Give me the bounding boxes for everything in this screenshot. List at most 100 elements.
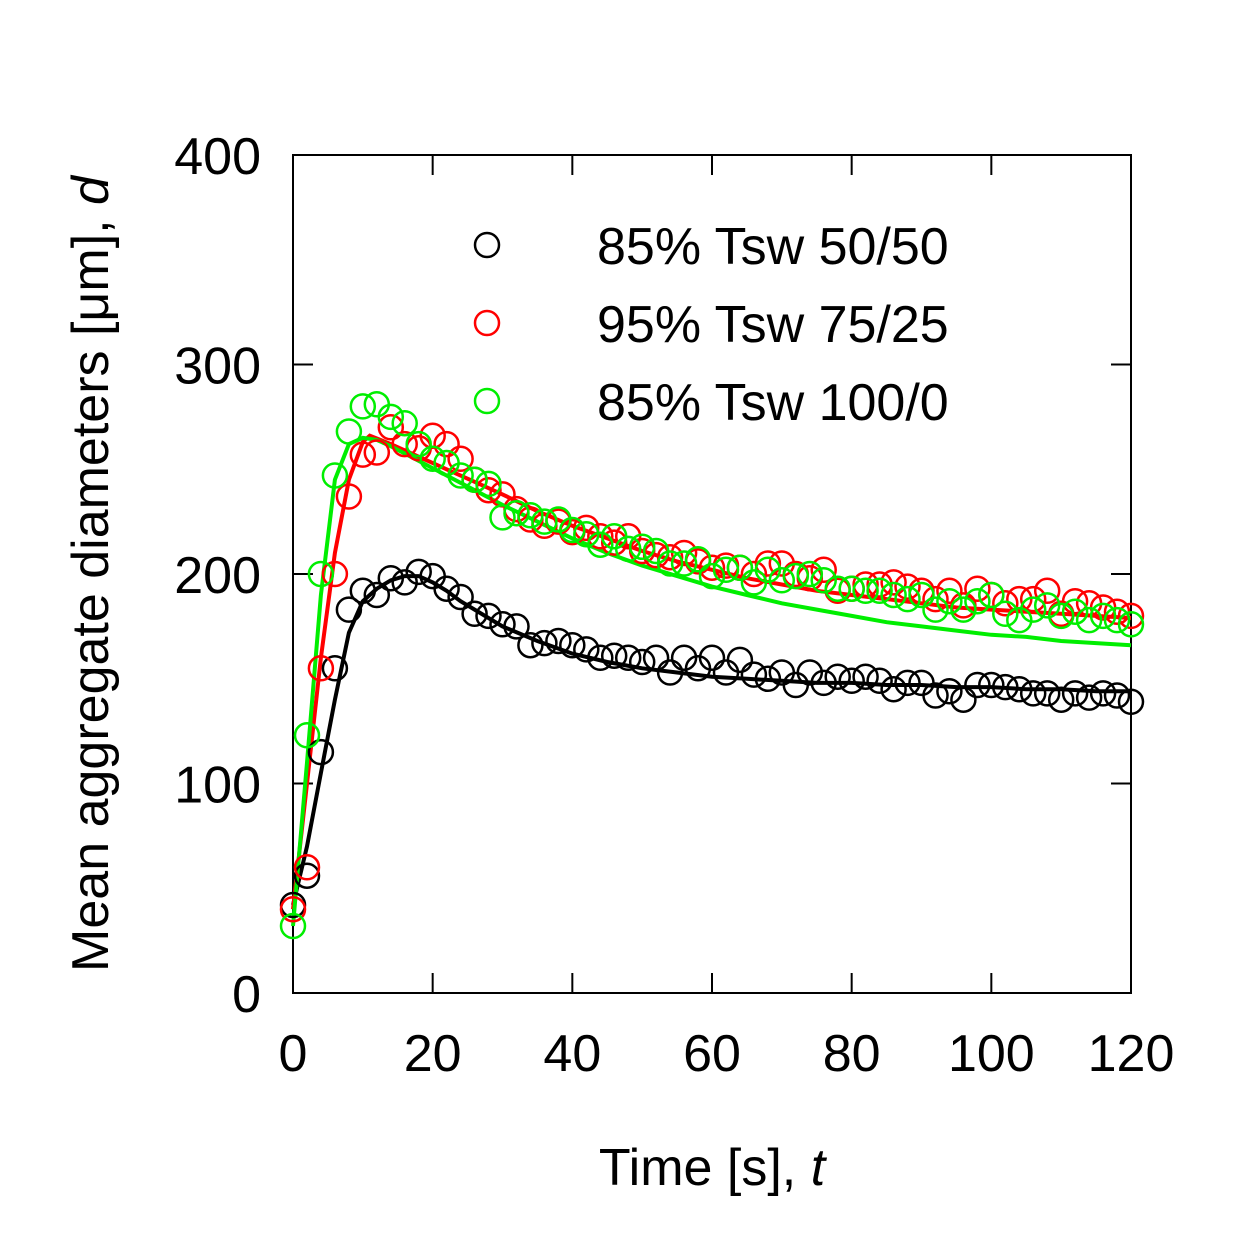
series-0-point — [1089, 680, 1117, 707]
series-2-point — [922, 596, 949, 623]
series-2-point — [978, 581, 1005, 609]
series-0-point — [1061, 680, 1089, 707]
series-1-point — [307, 655, 335, 682]
series-0-point — [670, 644, 698, 672]
series-1-point — [614, 523, 642, 550]
series-2-point — [852, 577, 879, 605]
series-0-point — [824, 663, 851, 690]
series-1-point — [321, 560, 349, 588]
series-1-point — [936, 577, 963, 605]
axis-ticks — [292, 154, 1132, 994]
series-2-point — [838, 575, 865, 602]
series-2-point — [1117, 611, 1145, 638]
series-1-point — [600, 529, 628, 556]
series-2-point — [936, 587, 963, 615]
series-1-point — [1033, 577, 1061, 605]
tick-labels: 0 20 40 60 80 100 120 0 100 200 300 400 — [174, 128, 1174, 1083]
series-0-point — [1019, 680, 1047, 707]
series-1-point — [810, 556, 837, 584]
y-tick-label-0: 0 — [232, 966, 261, 1024]
series-0-point — [503, 613, 530, 640]
series-1-point — [964, 575, 991, 602]
series-2-point — [377, 403, 405, 431]
series-0-point — [656, 659, 684, 686]
series-2-point — [880, 581, 907, 609]
series-2-point — [712, 556, 740, 584]
series-0-point — [964, 671, 991, 699]
series-0-point — [321, 655, 349, 682]
series-2-point — [573, 520, 600, 548]
series-2-point — [503, 499, 530, 527]
series-2-point — [796, 560, 824, 588]
series-0-point — [936, 678, 963, 705]
series-1-point — [1019, 585, 1047, 613]
series-0-point — [614, 644, 642, 672]
x-tick-label-4: 80 — [823, 1025, 881, 1083]
y-axis-label: Mean aggregate diameters [μm], d — [62, 174, 120, 972]
series-2-point — [656, 550, 684, 577]
legend: 85% Tsw 50/50 95% Tsw 75/25 85% Tsw 100/0 — [473, 218, 949, 432]
series-0-point — [978, 671, 1005, 699]
x-tick-label-3: 60 — [683, 1025, 741, 1083]
series-0-point — [545, 627, 572, 655]
series-1-point — [349, 441, 377, 468]
series-2-point — [866, 577, 893, 605]
series-0-point — [992, 673, 1019, 701]
series-0-point — [950, 686, 977, 713]
series-0-point — [894, 669, 921, 697]
series-2-point — [894, 585, 921, 613]
series-1-point — [754, 550, 782, 577]
series-0-point — [866, 667, 893, 695]
data-points — [279, 391, 1145, 940]
series-2-point — [614, 535, 642, 563]
series-2-point — [489, 504, 516, 531]
series-2-point — [335, 418, 363, 445]
x-tick-label-6: 120 — [1088, 1025, 1175, 1083]
series-2-point — [964, 587, 991, 615]
series-0-point — [1033, 680, 1061, 707]
series-1-point — [433, 430, 460, 458]
series-0-point — [796, 659, 824, 686]
series-2-point — [754, 556, 782, 584]
series-1-point — [1006, 585, 1033, 613]
series-0-point — [782, 671, 810, 699]
series-0-point — [1103, 682, 1131, 709]
series-1-point — [475, 476, 502, 504]
series-1-point — [922, 585, 949, 613]
series-0-point — [573, 636, 600, 663]
series-2-point — [1061, 598, 1089, 625]
series-2-point — [1006, 606, 1033, 634]
series-1-point — [852, 571, 879, 598]
plot-frame — [292, 154, 1132, 994]
series-0-point — [307, 738, 335, 766]
legend-marker-0 — [473, 231, 501, 259]
series-2-point — [1075, 606, 1103, 634]
series-0-point — [377, 564, 405, 592]
series-0-point — [1075, 684, 1103, 711]
series-2-point — [321, 462, 349, 489]
series-2-point — [391, 409, 418, 437]
series-1-point — [363, 439, 391, 466]
series-0-point — [1117, 688, 1145, 716]
series-0-point — [908, 669, 935, 697]
series-1-point — [573, 514, 600, 542]
series-1-point — [335, 483, 363, 510]
series-0-point — [433, 575, 460, 602]
series-0-point — [922, 682, 949, 709]
series-2-point — [531, 508, 558, 535]
series-2-point — [587, 531, 614, 558]
series-1-point — [419, 422, 446, 449]
series-1-point — [279, 895, 307, 923]
series-2-point — [1047, 602, 1075, 630]
series-1-point — [1061, 587, 1089, 615]
legend-marker-1 — [473, 309, 501, 337]
series-0-point — [684, 655, 712, 682]
series-2-point — [670, 550, 698, 577]
series-2-point — [559, 516, 586, 544]
series-2-point — [545, 506, 572, 533]
x-tick-label-2: 40 — [543, 1025, 601, 1083]
series-0-point — [587, 644, 614, 672]
series-2-point — [293, 722, 321, 749]
series-1-point — [670, 539, 698, 567]
